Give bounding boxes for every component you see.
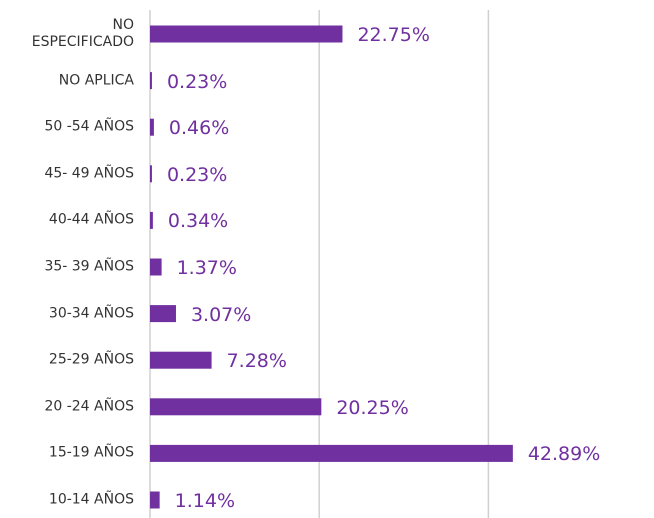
bar — [150, 211, 153, 229]
category-label: 40-44 AÑOS — [48, 211, 134, 228]
bar — [150, 351, 212, 369]
value-label: 0.23% — [166, 163, 228, 186]
bar — [150, 444, 513, 462]
value-label: 42.89% — [527, 443, 601, 466]
category-label: NO ESPECIFICADO — [31, 17, 134, 50]
bar — [150, 118, 154, 136]
category-label: 15-19 AÑOS — [48, 444, 134, 461]
bar — [150, 72, 152, 90]
category-label: 45- 49 AÑOS — [44, 165, 134, 182]
bar — [150, 491, 160, 509]
bar — [150, 305, 176, 323]
value-label: 20.25% — [336, 396, 409, 419]
bar — [150, 258, 162, 276]
category-label: 10-14 AÑOS — [48, 491, 134, 508]
value-label: 3.07% — [190, 303, 252, 326]
value-label: 22.75% — [357, 24, 430, 46]
value-label: 0.34% — [167, 210, 229, 233]
value-label: 0.46% — [168, 117, 230, 140]
category-label: NO APLICA — [58, 72, 134, 89]
value-label: 1.37% — [176, 257, 237, 279]
category-label: 30-34 AÑOS — [48, 305, 134, 322]
category-label: 35- 39 AÑOS — [44, 258, 134, 275]
category-label: 50 -54 AÑOS — [44, 118, 134, 135]
bar — [150, 25, 343, 43]
bar — [150, 165, 152, 183]
bar — [150, 398, 322, 416]
value-label: 1.14% — [174, 490, 235, 512]
value-label: 7.28% — [226, 350, 287, 373]
category-label: 25-29 AÑOS — [48, 351, 134, 368]
category-label: 20 -24 AÑOS — [44, 398, 134, 415]
value-label: 0.23% — [166, 70, 228, 93]
